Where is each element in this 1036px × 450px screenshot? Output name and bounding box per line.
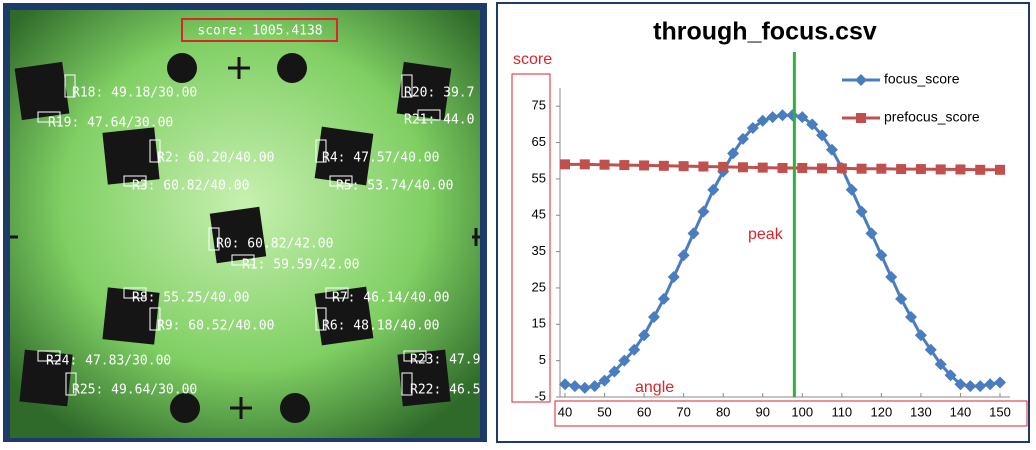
- screen: score: 1005.4138 through_focus.csv score…: [0, 0, 1036, 445]
- roi-label: R20: 39.7: [404, 86, 474, 101]
- y-tick-label: -5: [534, 388, 546, 403]
- point: [995, 165, 1005, 175]
- point: [698, 162, 708, 172]
- point: [837, 163, 847, 173]
- roi-label: R4: 47.57/40.00: [322, 151, 439, 166]
- point: [560, 159, 570, 169]
- x-tick-label: 110: [831, 404, 852, 419]
- roi-label: R19: 47.64/30.00: [48, 116, 173, 131]
- x-tick-label: 70: [676, 404, 690, 419]
- point: [659, 161, 669, 171]
- y-tick-label: 25: [532, 279, 546, 294]
- point: [975, 165, 985, 175]
- y-axis-label: score: [513, 51, 552, 68]
- point: [580, 159, 590, 169]
- roi-label: R25: 49.64/30.00: [72, 383, 197, 398]
- roi-label: R18: 49.18/30.00: [72, 86, 197, 101]
- x-tick-label: 90: [755, 404, 769, 419]
- roi-label: R7: 46.14/40.00: [332, 291, 449, 306]
- roi-label: R2: 60.20/40.00: [157, 151, 274, 166]
- point: [600, 160, 610, 170]
- roi-label: R22: 46.5: [410, 383, 480, 398]
- point: [619, 160, 629, 170]
- point: [817, 163, 827, 173]
- point: [955, 164, 965, 174]
- roi-label: R9: 60.52/40.00: [157, 319, 274, 334]
- x-tick-label: 50: [597, 404, 611, 419]
- x-tick-label: 100: [791, 404, 813, 419]
- point: [936, 164, 946, 174]
- point: [778, 163, 788, 173]
- chart-title: through_focus.csv: [653, 18, 877, 46]
- x-tick-label: 120: [871, 404, 893, 419]
- legend-label: prefocus_score: [884, 109, 980, 125]
- roi-label: R5: 53.74/40.00: [336, 179, 453, 194]
- score-label: score: 1005.4138: [197, 24, 322, 39]
- x-tick-label: 150: [989, 404, 1011, 419]
- point: [679, 161, 689, 171]
- x-tick-label: 140: [950, 404, 972, 419]
- x-axis-label: angle: [635, 379, 674, 396]
- page: score: 1005.4138 through_focus.csv score…: [0, 0, 1036, 445]
- y-tick-label: 35: [532, 243, 546, 258]
- point: [738, 162, 748, 172]
- x-tick-label: 130: [910, 404, 932, 419]
- roi-label: R21: 44.0: [404, 113, 474, 128]
- point: [876, 164, 886, 174]
- point: [857, 164, 867, 174]
- x-tick-label: 40: [558, 404, 572, 419]
- roi-label: R3: 60.82/40.00: [132, 179, 249, 194]
- x-tick-label: 80: [716, 404, 730, 419]
- point: [639, 160, 649, 170]
- y-tick-label: 65: [532, 134, 546, 149]
- y-tick-label: 55: [532, 170, 546, 185]
- roi-label: R6: 48.18/40.00: [322, 319, 439, 334]
- y-tick-label: 75: [532, 98, 546, 113]
- roi-label: R1: 59.59/42.00: [242, 258, 359, 273]
- point: [916, 164, 926, 174]
- point: [797, 163, 807, 173]
- x-tick-label: 60: [637, 404, 651, 419]
- roi-label: R0: 60.82/42.00: [216, 237, 333, 252]
- y-tick-label: 5: [539, 352, 546, 367]
- point: [718, 162, 728, 172]
- roi-label: R8: 55.25/40.00: [132, 291, 249, 306]
- annotation: peak: [748, 226, 784, 243]
- roi-label: R24: 47.83/30.00: [46, 354, 171, 369]
- legend-marker: [856, 113, 866, 123]
- legend-label: focus_score: [884, 71, 960, 87]
- point: [758, 163, 768, 173]
- y-tick-label: 15: [532, 316, 546, 331]
- roi-label: R23: 47.9: [410, 353, 480, 368]
- y-tick-label: 45: [532, 207, 546, 222]
- point: [896, 164, 906, 174]
